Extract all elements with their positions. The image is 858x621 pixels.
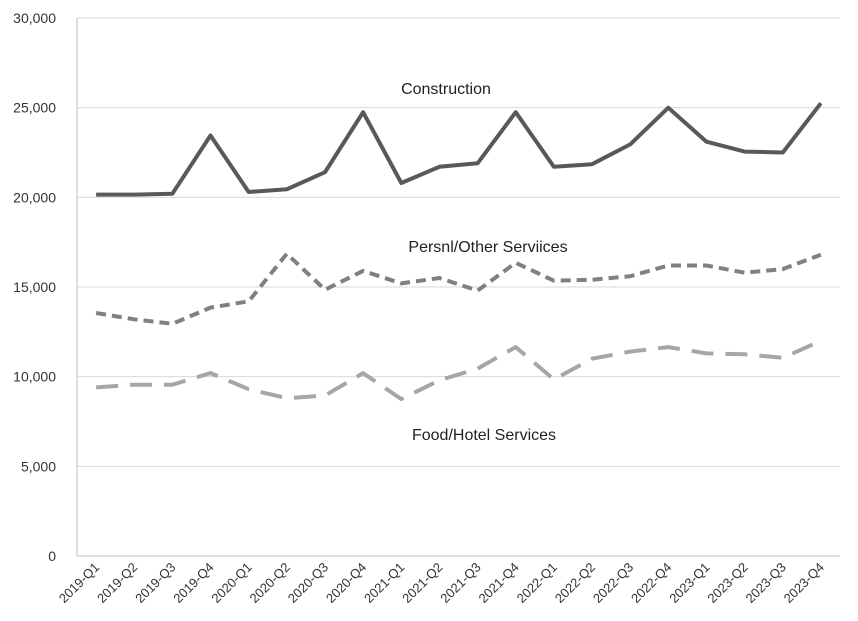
x-tick-label: 2023-Q4 <box>781 560 827 606</box>
y-axis-ticks: 0 5,000 10,000 15,000 20,000 25,000 30,000 <box>13 10 56 564</box>
x-tick-label: 2022-Q3 <box>590 560 636 606</box>
series-layer <box>95 101 823 402</box>
x-tick-label: 2021-Q1 <box>361 560 407 606</box>
series-label: Food/Hotel Services <box>412 427 556 444</box>
x-tick-label: 2020-Q4 <box>323 560 369 606</box>
x-axis-ticks: 2019-Q12019-Q22019-Q32019-Q42020-Q12020-… <box>56 560 827 606</box>
x-tick-label: 2019-Q3 <box>132 560 178 606</box>
x-tick-label: 2020-Q1 <box>208 560 254 606</box>
y-tick-label: 25,000 <box>13 100 56 116</box>
x-tick-label: 2023-Q3 <box>743 560 789 606</box>
series-label: Construction <box>401 81 491 98</box>
series-labels: Construction Persnl/Other Serviices Food/H… <box>401 81 568 444</box>
x-tick-label: 2022-Q2 <box>552 560 598 606</box>
y-tick-label: 20,000 <box>13 189 56 205</box>
x-tick-label: 2019-Q2 <box>94 560 140 606</box>
x-tick-label: 2023-Q2 <box>704 560 750 606</box>
series-line-2 <box>95 251 822 326</box>
grid-layer <box>76 17 840 557</box>
x-tick-label: 2023-Q1 <box>666 560 712 606</box>
x-tick-label: 2020-Q2 <box>247 560 293 606</box>
x-tick-label: 2021-Q2 <box>399 560 445 606</box>
x-tick-label: 2022-Q4 <box>628 560 674 606</box>
x-tick-label: 2019-Q4 <box>170 560 216 606</box>
series-line-1 <box>96 101 823 197</box>
series-label: Persnl/Other Serviices <box>408 239 567 256</box>
y-tick-label: 5,000 <box>21 458 56 474</box>
y-tick-label: 0 <box>48 548 56 564</box>
x-tick-label: 2021-Q4 <box>475 560 521 606</box>
series-line-3 <box>95 338 822 402</box>
x-tick-label: 2021-Q3 <box>437 560 483 606</box>
y-tick-label: 30,000 <box>13 10 56 26</box>
x-tick-label: 2019-Q1 <box>56 560 102 606</box>
y-tick-label: 10,000 <box>13 369 56 385</box>
x-tick-label: 2022-Q1 <box>514 560 560 606</box>
x-tick-label: 2020-Q3 <box>285 560 331 606</box>
y-tick-label: 15,000 <box>13 279 56 295</box>
